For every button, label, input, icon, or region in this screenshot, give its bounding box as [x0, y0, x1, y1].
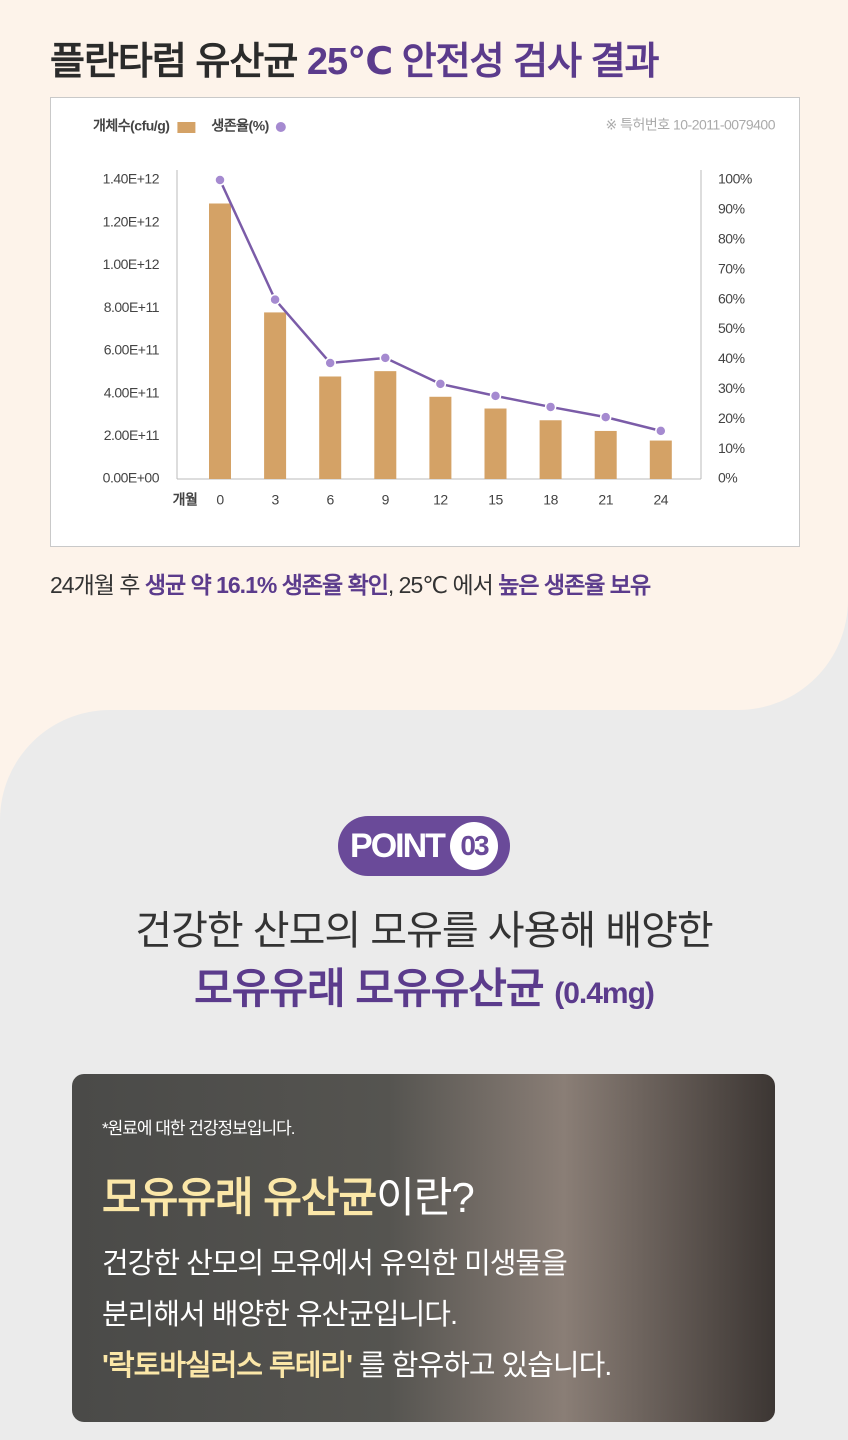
- x-tick-label: 24: [654, 492, 669, 508]
- headline: 건강한 산모의 모유를 사용해 배양한: [135, 909, 713, 953]
- chart: 0.00E+00 2.00E+11 4.00E+11 6.00E+11 8.00E+11…: [93, 117, 776, 508]
- bar: [594, 430, 617, 479]
- caption-text: 24개월 후: [50, 572, 145, 598]
- point-label: POINT: [350, 826, 446, 865]
- title-text: 플란타럼 유산균: [50, 41, 307, 83]
- caption-text: , 25℃ 에서: [387, 572, 499, 598]
- point-badge: POINT 03: [338, 816, 510, 876]
- bar: [429, 396, 452, 479]
- card-body-highlight: '락토바실러스 루테리': [102, 1350, 353, 1382]
- y2-tick-label: 100%: [718, 171, 752, 187]
- line-point: [599, 411, 612, 423]
- y-tick-label: 0.00E+00: [103, 470, 160, 486]
- headline-amount: (0.4mg): [554, 977, 655, 1010]
- card-body-text: 를 함유하고 있습니다.: [351, 1350, 612, 1382]
- y2-tick-label: 10%: [718, 440, 745, 456]
- caption: 24개월 후 생균 약 16.1% 생존율 확인, 25℃ 에서 높은 생존율 …: [50, 566, 651, 600]
- line-point: [214, 174, 226, 186]
- bar: [539, 420, 562, 479]
- bar: [484, 408, 507, 479]
- card-body: '락토바실러스 루테리' 를 함유하고 있습니다.: [102, 1342, 612, 1384]
- line-point: [324, 357, 336, 369]
- line-point: [269, 293, 281, 306]
- x-tick-label: 9: [382, 492, 390, 508]
- y2-tick-label: 80%: [718, 231, 745, 247]
- caption-highlight: 생균 약 16.1% 생존율 확인: [144, 572, 389, 598]
- y-tick-label: 1.20E+12: [103, 213, 160, 229]
- y2-tick-label: 30%: [718, 380, 745, 396]
- legend-swatch: [275, 122, 286, 132]
- chart-box: 0.00E+00 2.00E+11 4.00E+11 6.00E+11 8.00E+11…: [50, 97, 800, 547]
- line-point: [379, 352, 392, 364]
- y2-tick-label: 90%: [718, 201, 745, 217]
- headline-bold-text: 모유유래 모유유산균: [194, 965, 544, 1012]
- y-tick-label: 6.00E+11: [104, 342, 160, 358]
- bar: [374, 371, 397, 479]
- point-number: 03: [449, 822, 498, 870]
- bar: [209, 203, 231, 479]
- bar: [319, 376, 342, 479]
- x-tick-label: 18: [543, 492, 558, 508]
- card-title: 모유유래 유산균이란?: [102, 1164, 475, 1225]
- title-highlight: 25℃ 안전성 검사 결과: [306, 41, 660, 83]
- x-tick-label: 3: [271, 492, 279, 508]
- x-tick-label: 0: [216, 492, 224, 508]
- y-tick-label: 8.00E+11: [104, 299, 160, 315]
- bar: [264, 312, 287, 479]
- y-tick-label: 1.00E+12: [103, 256, 160, 272]
- y2-tick-label: 50%: [718, 320, 745, 336]
- line-point: [544, 401, 557, 413]
- card-body: 분리해서 배양한 유산균입니다.: [102, 1299, 458, 1331]
- y-tick-label: 4.00E+11: [104, 384, 160, 400]
- headline-bold: 모유유래 모유유산균 (0.4mg): [0, 955, 848, 1016]
- y-tick-label: 1.40E+12: [103, 171, 160, 187]
- card-title-highlight: 모유유래 유산균: [102, 1174, 377, 1221]
- y2-tick-label: 0%: [718, 470, 737, 486]
- card-note: *원료에 대한 건강정보입니다.: [102, 1119, 295, 1138]
- y2-tick-label: 40%: [718, 350, 745, 366]
- x-tick-label: 6: [327, 492, 335, 508]
- line-point: [434, 378, 447, 390]
- note: ※ 특허번호 10-2011-0079400: [605, 117, 775, 133]
- card-body: 건강한 산모의 모유에서 유익한 미생물을: [102, 1248, 568, 1280]
- title: 플란타럼 유산균 25℃ 안전성 검사 결과: [50, 30, 660, 85]
- x-tick-label: 21: [598, 492, 613, 508]
- legend-swatch: [177, 122, 196, 133]
- x-tick-label: 15: [488, 492, 503, 508]
- x-axis-label: 개월: [173, 492, 198, 508]
- y2-tick-label: 20%: [718, 410, 745, 426]
- y2-tick-label: 60%: [718, 290, 745, 306]
- line-point: [655, 425, 667, 437]
- legend-label: 생존율(%): [211, 118, 268, 134]
- card-title-rest: 이란?: [376, 1174, 475, 1221]
- line: [218, 179, 662, 433]
- x-tick-label: 12: [433, 492, 448, 508]
- caption-highlight: 높은 생존율 보유: [498, 572, 651, 598]
- bar: [649, 440, 672, 479]
- legend-label: 개체수(cfu/g): [93, 118, 169, 134]
- info-card: *원료에 대한 건강정보입니다. 모유유래 유산균이란? 건강한 산모의 모유에…: [72, 1074, 775, 1422]
- y2-tick-label: 70%: [718, 260, 745, 276]
- y-tick-label: 2.00E+11: [104, 427, 160, 443]
- line-point: [489, 390, 502, 402]
